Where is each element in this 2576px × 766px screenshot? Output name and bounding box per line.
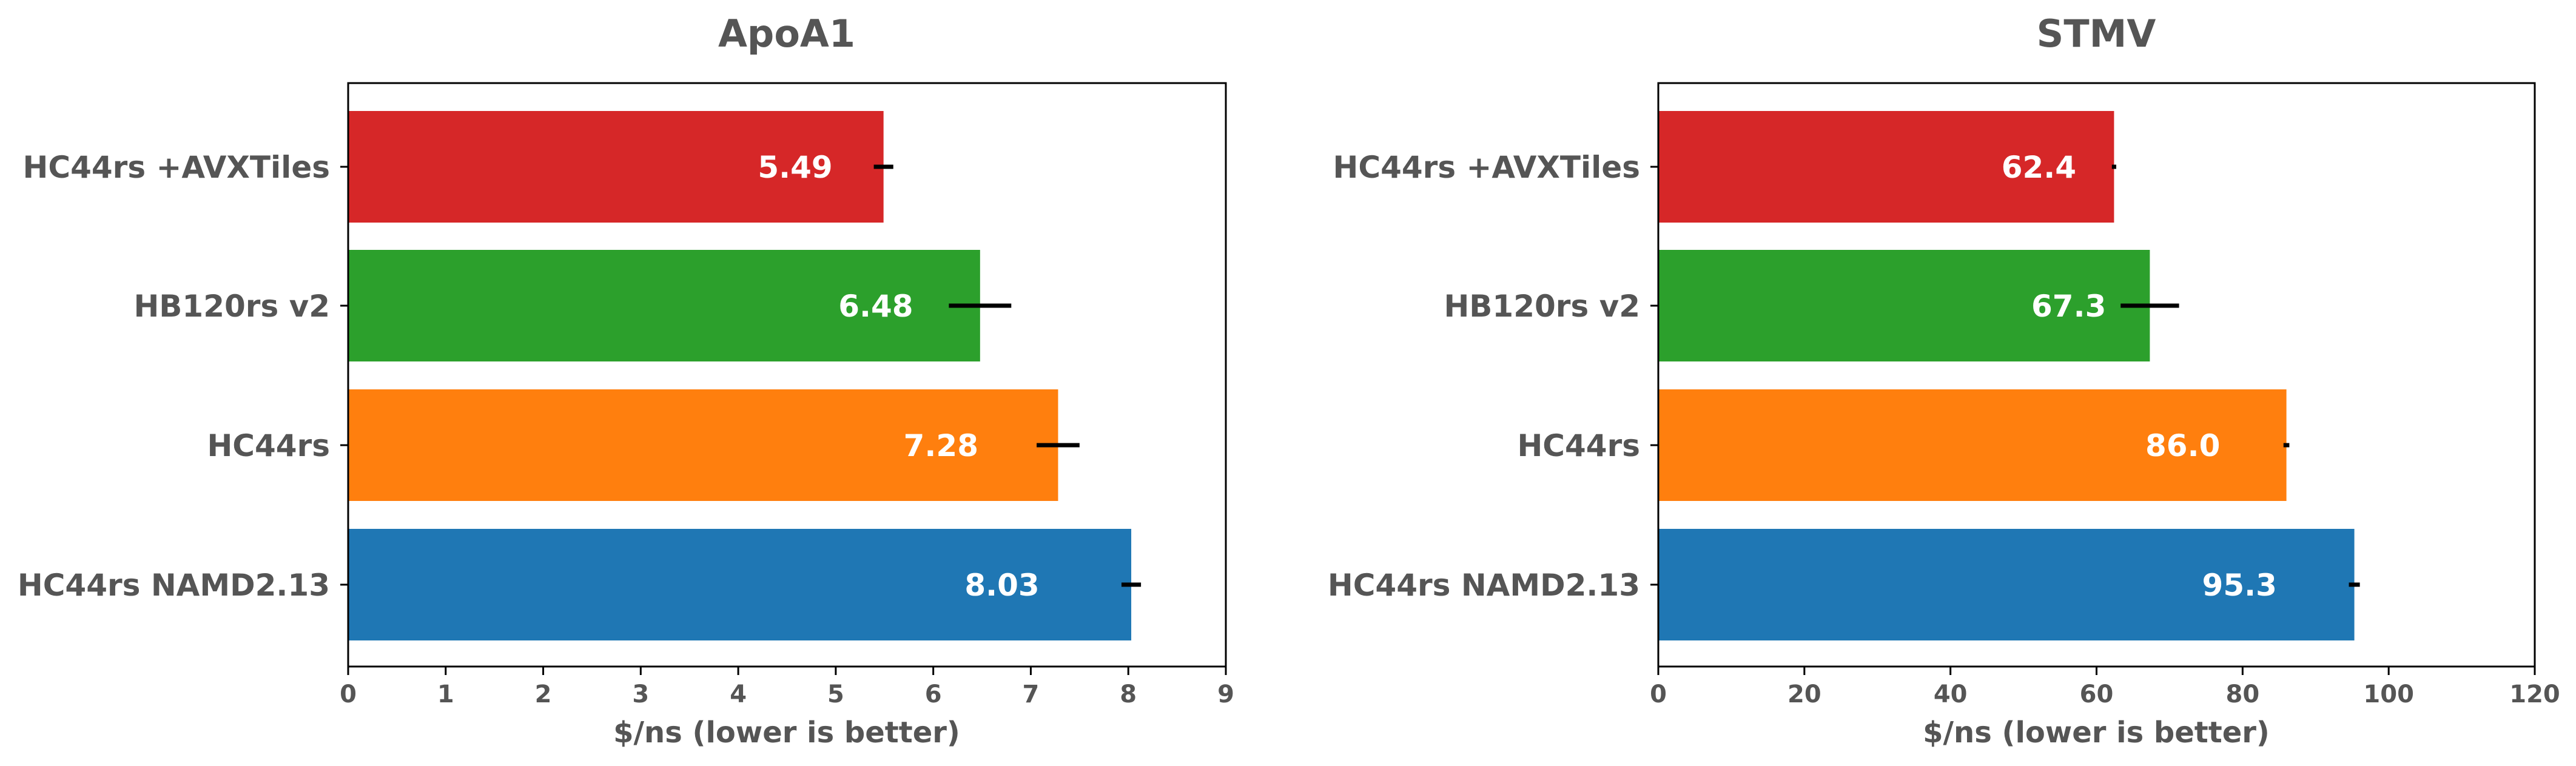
chart-title: ApoA1 <box>718 12 855 56</box>
x-tick-label: 5 <box>827 680 844 708</box>
x-tick-label: 3 <box>632 680 649 708</box>
error-bars <box>2111 164 2360 587</box>
x-tick-label: 100 <box>2363 680 2414 708</box>
y-ticks: HC44rs +AVXTiles HB120rs v2 HC44rs HC44rs N… <box>18 150 348 603</box>
x-tick-label: 4 <box>730 680 747 708</box>
y-tick-label: HC44rs NAMD2.13 <box>18 568 330 603</box>
chart-apoa1: ApoA1 5.496.487.288.03 HC44rs +AVXTilesH… <box>18 12 1234 750</box>
x-tick-label: 2 <box>535 680 552 708</box>
x-tick-label: 120 <box>2509 680 2560 708</box>
x-tick-label: 80 <box>2225 680 2259 708</box>
bar <box>348 389 1058 501</box>
x-tick-label: 1 <box>437 680 454 708</box>
x-tick-label: 7 <box>1023 680 1040 708</box>
x-tick-label: 20 <box>1787 680 1821 708</box>
bar <box>1658 111 2114 223</box>
bar-value-label: 8.03 <box>964 568 1039 603</box>
axes-frame <box>1657 82 2536 668</box>
bar <box>1658 529 2355 640</box>
y-tick-label: HC44rs +AVXTiles <box>23 150 330 185</box>
y-ticks: HC44rs +AVXTiles HB120rs v2 HC44rs HC44rs N… <box>1328 150 1658 603</box>
bar-value-labels: 5.49 6.48 7.28 8.03 <box>758 150 1039 603</box>
x-tick-label: 60 <box>2080 680 2114 708</box>
x-tick-label: 40 <box>1934 680 1968 708</box>
bar-value-label: 5.49 <box>758 150 832 185</box>
x-tick-label: 8 <box>1120 680 1137 708</box>
x-ticks: 0 1 2 3 4 5 6 7 8 9 <box>340 667 1234 708</box>
bar-value-label: 7.28 <box>904 428 978 463</box>
bar-value-label: 95.3 <box>2202 568 2277 603</box>
y-tick-label: HC44rs <box>1517 428 1640 463</box>
bar-value-labels: 62.4 67.3 86.0 95.3 <box>2002 150 2277 603</box>
bars <box>1658 111 2355 640</box>
error-bars <box>873 164 1142 587</box>
bar <box>348 111 884 223</box>
x-axis-label: $/ns (lower is better) <box>1923 716 2270 750</box>
x-ticks: 0 20 40 60 80 100 120 <box>1650 667 2560 708</box>
y-tick-label: HC44rs +AVXTiles <box>1333 150 1640 185</box>
x-tick-label: 6 <box>925 680 942 708</box>
bars <box>348 111 1132 640</box>
bar-value-label: 6.48 <box>838 289 913 324</box>
bar <box>348 250 980 361</box>
bar <box>1658 389 2287 501</box>
x-tick-label: 0 <box>1650 680 1667 708</box>
y-tick-label: HB120rs v2 <box>1444 289 1640 324</box>
bar-value-label: 86.0 <box>2145 428 2220 463</box>
y-tick-label: HB120rs v2 <box>133 289 330 324</box>
bar-value-label: 62.4 <box>2002 150 2076 185</box>
bar <box>348 529 1132 640</box>
x-axis-label: $/ns (lower is better) <box>613 716 960 750</box>
chart-title: STMV <box>2037 12 2156 56</box>
y-tick-label: HC44rs <box>207 428 330 463</box>
x-tick-label: 9 <box>1217 680 1234 708</box>
bar-value-label: 67.3 <box>2031 289 2106 324</box>
x-tick-label: 0 <box>340 680 357 708</box>
chart-stmv: STMV 62.4 67.3 86.0 95.3 HC44rs +AVXTiles HB… <box>1328 12 2560 750</box>
axes-frame <box>347 82 1227 668</box>
bar <box>1658 250 2150 361</box>
y-tick-label: HC44rs NAMD2.13 <box>1328 568 1640 603</box>
